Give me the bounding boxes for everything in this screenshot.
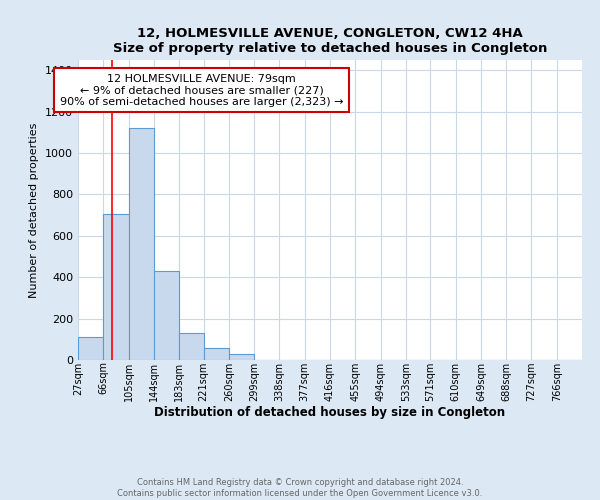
X-axis label: Distribution of detached houses by size in Congleton: Distribution of detached houses by size … (154, 406, 506, 420)
Bar (78, 337, 103, 360)
Bar (179, 333, 203, 360)
Y-axis label: Number of detached properties: Number of detached properties (29, 122, 40, 298)
Bar (103, 214, 128, 360)
Text: 12 HOLMESVILLE AVENUE: 79sqm
← 9% of detached houses are smaller (227)
90% of se: 12 HOLMESVILLE AVENUE: 79sqm ← 9% of det… (60, 74, 343, 106)
Text: Contains HM Land Registry data © Crown copyright and database right 2024.
Contai: Contains HM Land Registry data © Crown c… (118, 478, 482, 498)
Bar (128, 128, 154, 360)
Title: 12, HOLMESVILLE AVENUE, CONGLETON, CW12 4HA
Size of property relative to detache: 12, HOLMESVILLE AVENUE, CONGLETON, CW12 … (113, 26, 547, 54)
Bar (154, 271, 179, 360)
Bar (229, 354, 254, 360)
Bar (203, 348, 229, 360)
